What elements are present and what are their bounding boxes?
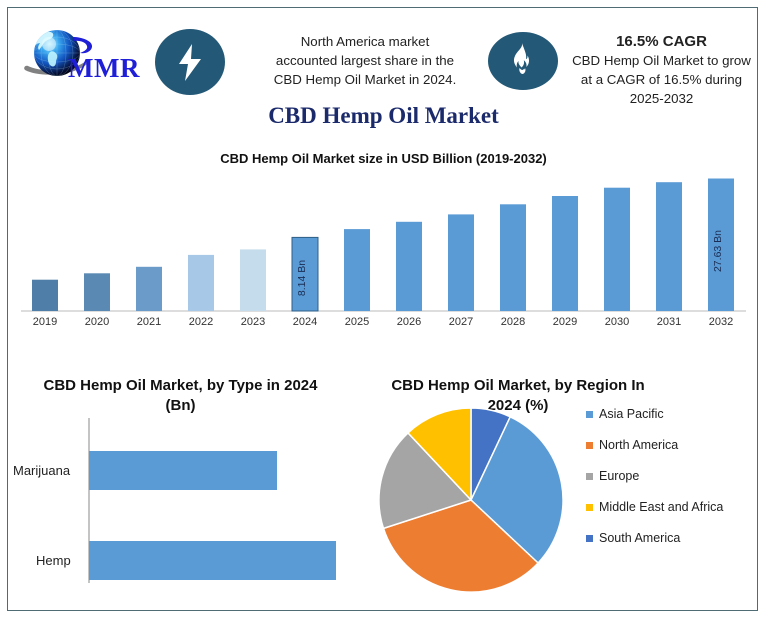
svg-text:Middle East and Africa: Middle East and Africa [599, 500, 723, 514]
svg-text:North America: North America [599, 438, 678, 452]
svg-text:South America: South America [599, 531, 680, 545]
svg-text:Europe: Europe [599, 469, 639, 483]
svg-text:Asia Pacific: Asia Pacific [599, 407, 664, 421]
